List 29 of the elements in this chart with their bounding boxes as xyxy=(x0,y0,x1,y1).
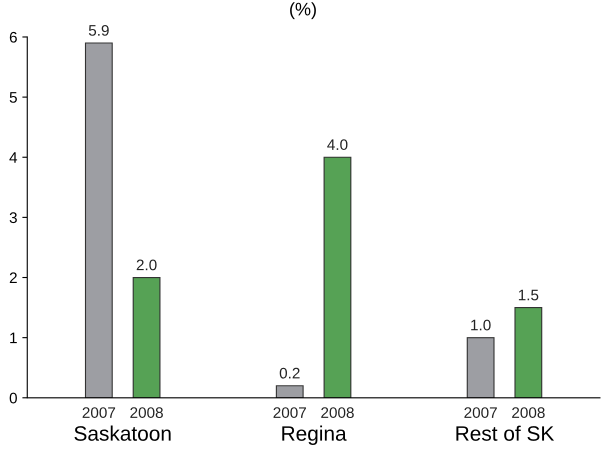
x-tick-label: Rest of SK xyxy=(456,426,554,441)
series-label: 2008 xyxy=(130,407,163,418)
text: 2008 xyxy=(512,407,545,418)
text: 2007 xyxy=(274,407,306,418)
data-label: 2.0 xyxy=(136,260,157,270)
data-label: 5.9 xyxy=(88,24,109,36)
bar xyxy=(466,337,495,398)
data-label: 0.2 xyxy=(280,368,300,379)
text: 2008 xyxy=(321,407,354,418)
bar xyxy=(276,385,304,398)
chart-title: (%) xyxy=(290,2,316,20)
y-tick-label: 2 xyxy=(10,272,17,284)
data-label: 1.5 xyxy=(518,290,538,300)
data-label: 4.0 xyxy=(327,139,348,150)
series-label: 2007 xyxy=(464,407,497,418)
y-tick-label: 3 xyxy=(10,212,17,224)
text: 2007 xyxy=(82,407,116,418)
bar xyxy=(514,307,542,398)
bar xyxy=(324,156,352,398)
y-tick-label: 4 xyxy=(9,152,18,163)
y-tick-label: 5 xyxy=(10,92,17,103)
y-tick-label: 6 xyxy=(10,32,17,43)
bar xyxy=(132,276,160,398)
x-tick-label: Saskatoon xyxy=(74,426,171,441)
x-tick-label: Regina xyxy=(282,426,347,445)
data-label: 1.0 xyxy=(471,320,491,330)
y-tick-label: 1 xyxy=(10,332,17,344)
y-tick-label: 0 xyxy=(10,392,17,404)
bar xyxy=(84,42,113,398)
